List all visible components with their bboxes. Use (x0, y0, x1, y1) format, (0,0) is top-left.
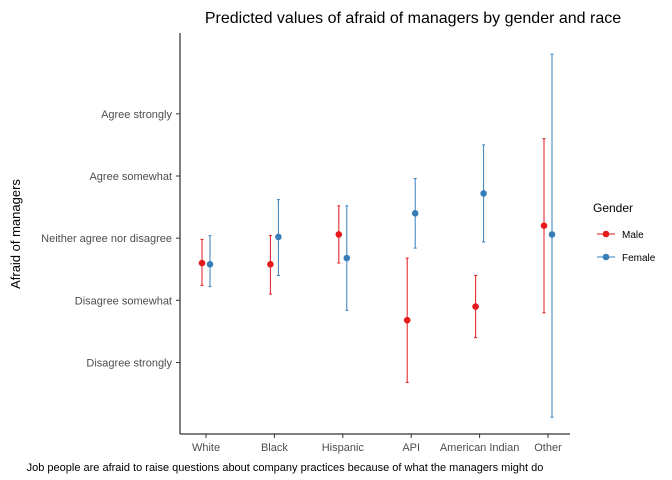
point-male (198, 259, 206, 267)
x-tick-label: White (192, 442, 220, 454)
point-female (275, 233, 282, 241)
x-axis-title: Job people are afraid to raise questions… (27, 462, 544, 474)
legend-label-female: Female (622, 253, 656, 264)
point-female (206, 260, 214, 268)
y-tick-label: Agree strongly (101, 109, 172, 121)
y-axis-ticks: Disagree strongly Disagree somewhat Neithe… (41, 109, 180, 370)
legend-marker-male (602, 230, 610, 238)
point-male (540, 222, 548, 230)
point-male (267, 260, 274, 268)
legend-marker-female (602, 253, 610, 261)
point-male (472, 303, 479, 310)
y-tick-label: Disagree somewhat (75, 295, 172, 307)
x-tick-label: Black (261, 442, 288, 454)
x-tick-label: American Indian (440, 442, 520, 454)
plot-area (198, 53, 556, 418)
x-axis-ticks: White Black Hispanic API American Indian Othe… (192, 434, 562, 454)
legend: Gender Male Female (593, 201, 656, 264)
chart-title: Predicted values of afraid of managers b… (205, 10, 621, 27)
y-tick-label: Neither agree nor disagree (41, 233, 172, 245)
x-tick-label: API (402, 442, 420, 454)
x-tick-label: Other (534, 442, 562, 454)
x-tick-label: Hispanic (322, 442, 365, 454)
y-axis-title: Afraid of managers (8, 179, 23, 289)
legend-title: Gender (593, 201, 633, 215)
y-tick-label: Agree somewhat (89, 171, 172, 183)
point-female (411, 209, 419, 217)
point-female (548, 231, 556, 238)
point-male (335, 231, 343, 238)
point-female (343, 254, 351, 262)
point-female (480, 190, 487, 197)
y-tick-label: Disagree strongly (86, 358, 172, 370)
legend-label-male: Male (622, 230, 644, 241)
point-male (403, 316, 411, 324)
